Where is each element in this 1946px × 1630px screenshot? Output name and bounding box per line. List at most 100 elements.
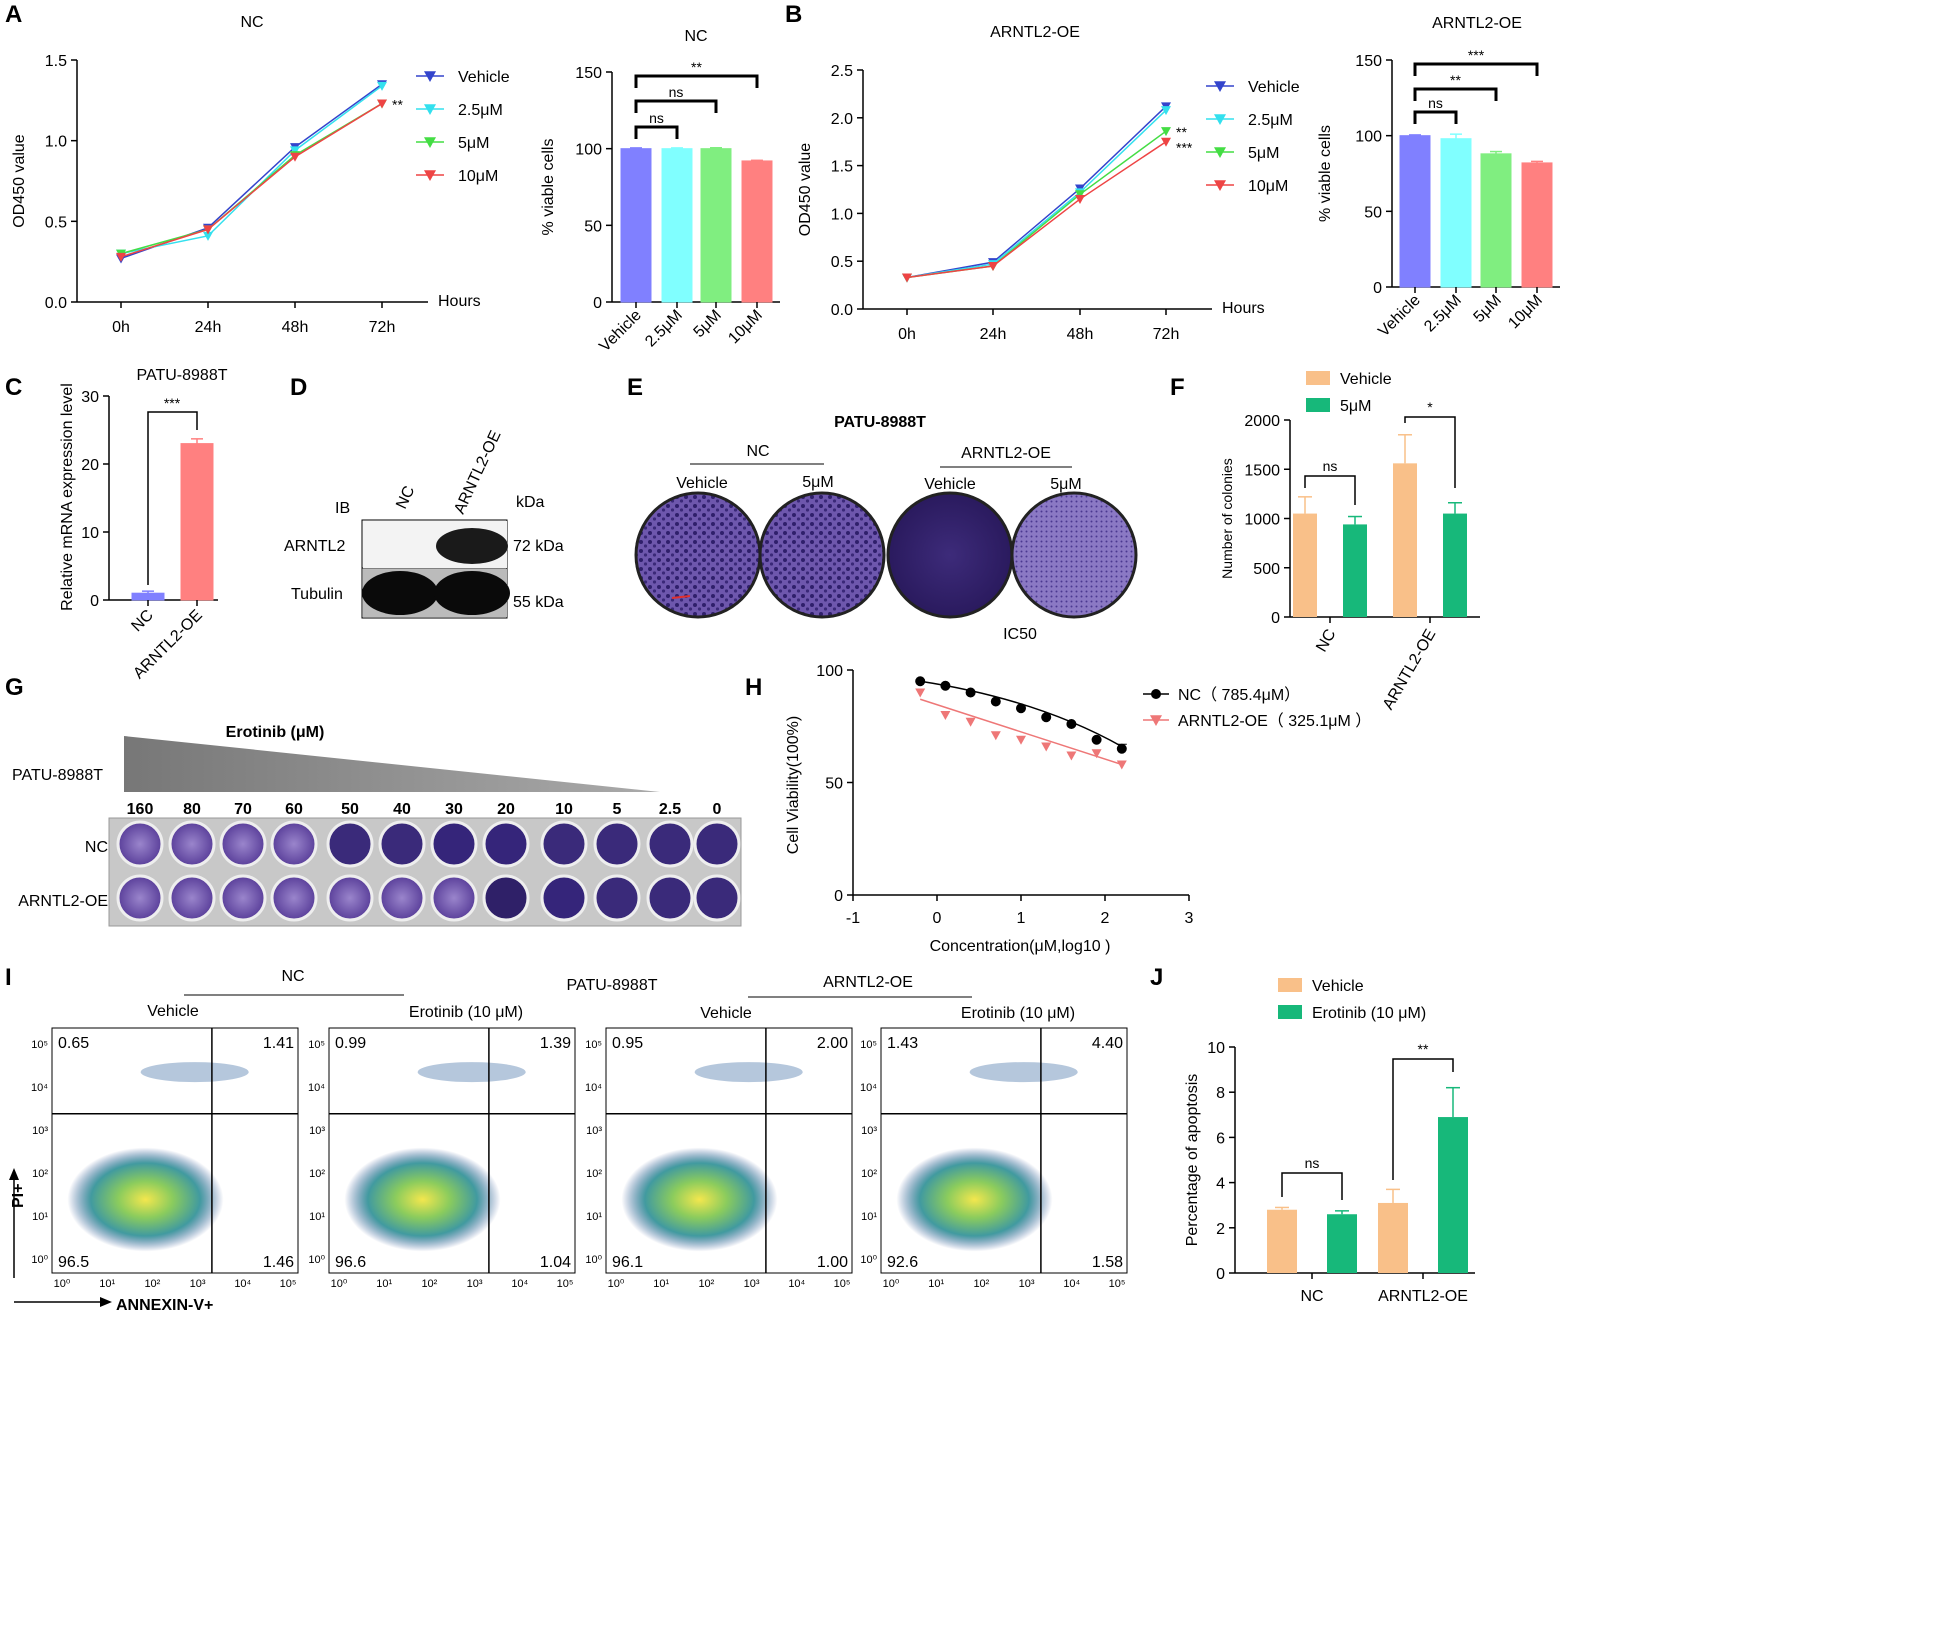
- bar-0: [1399, 135, 1431, 288]
- legend-swatch-0: [1278, 978, 1302, 992]
- y-tick-label: 4: [1216, 1176, 1225, 1193]
- significance-label-0: ns: [1323, 458, 1338, 474]
- panel-letter-g: G: [5, 674, 24, 701]
- dose-concentration-11: 0: [713, 801, 722, 818]
- line-title: NC: [240, 14, 263, 31]
- x-tick-label: Vehicle: [596, 307, 645, 356]
- legend-label-0: Vehicle: [1248, 79, 1300, 96]
- colony-cond-2: 5μM: [802, 474, 833, 491]
- flow-y-arrowhead: [9, 1168, 19, 1180]
- point-oe-6: [1066, 751, 1077, 761]
- flow-y-tick-2: 10²: [586, 1168, 602, 1180]
- flow-cond-2: Erotinib (10 μM): [409, 1004, 523, 1021]
- flow-y-tick-0: 10⁵: [31, 1039, 48, 1051]
- flow-x-tick-3: 10⁰: [883, 1278, 900, 1290]
- flow-quadrant-ll-3: 92.6: [887, 1254, 918, 1271]
- x-tick-label: 2.5μM: [642, 307, 686, 351]
- dose-concentration-5: 40: [393, 801, 411, 818]
- point-nc-7: [1091, 734, 1102, 745]
- panel-letter-h: H: [745, 674, 762, 701]
- dose-concentration-1: 80: [183, 801, 201, 818]
- series-point-3: [290, 152, 300, 162]
- y-tick-label: 6: [1216, 1130, 1225, 1147]
- flow-x-tick-1: 10¹: [376, 1278, 392, 1290]
- dose-well-oe-11: [693, 874, 741, 922]
- flow-x-tick-1: 10⁵: [557, 1278, 574, 1290]
- flow-density-upper-0: [140, 1062, 249, 1083]
- flow-y-tick-0: 10⁴: [31, 1082, 48, 1094]
- y-tick-label: 0.0: [45, 295, 67, 312]
- series-point-1: [290, 146, 300, 156]
- flow-x-tick-0: 10¹: [99, 1278, 115, 1290]
- series-line-0: [906, 105, 1167, 279]
- dose-well-nc-3: [270, 820, 318, 868]
- y-axis-label: Percentage of apoptosis: [1184, 1074, 1201, 1247]
- y-tick-label: 50: [584, 218, 602, 235]
- dose-concentration-3: 60: [285, 801, 303, 818]
- legend-label-3: 10μM: [1248, 178, 1288, 195]
- colony-title: PATU-8988T: [834, 414, 926, 431]
- bar-0-1: [1378, 1202, 1408, 1273]
- legend-swatch-1: [1278, 1005, 1302, 1019]
- x-tick-label: Vehicle: [1375, 292, 1424, 341]
- y-tick-label: 0: [1373, 280, 1382, 297]
- dose-concentration-2: 70: [234, 801, 252, 818]
- flow-quadrant-lr-0: 1.46: [263, 1254, 294, 1271]
- point-oe-8: [1116, 760, 1127, 770]
- y-tick-label: 100: [575, 142, 602, 159]
- bar-3: [1521, 162, 1553, 288]
- dose-well-nc-6: [430, 820, 478, 868]
- flow-quadrant-ul-2: 0.95: [612, 1035, 643, 1052]
- dose-well-oe-1: [168, 874, 216, 922]
- series-line-2: [120, 102, 383, 255]
- flow-x-tick-3: 10²: [973, 1278, 989, 1290]
- significance-bracket-0: [1281, 1172, 1343, 1200]
- dose-well-nc-2: [219, 820, 267, 868]
- x-axis-label: Concentration(μM,log10 ): [930, 938, 1111, 955]
- flow-cond-3: Vehicle: [700, 1005, 752, 1022]
- flow-x-tick-2: 10¹: [653, 1278, 669, 1290]
- series-line-3: [906, 141, 1167, 279]
- flow-cond-4: Erotinib (10 μM): [961, 1005, 1075, 1022]
- dose-well-nc-10: [646, 820, 694, 868]
- y-tick-label: 1500: [1244, 462, 1280, 479]
- colony-plate-nc-vehicle: [634, 491, 762, 619]
- flow-quadrant-ul-1: 0.99: [335, 1035, 366, 1052]
- legend-swatch-3: [1214, 180, 1226, 191]
- y-axis-label: Cell Viability(100%): [785, 716, 802, 854]
- series-line-3: [120, 102, 383, 258]
- blot-tubulin-band-nc: [362, 571, 438, 615]
- significance-label: **: [1176, 124, 1187, 140]
- flow-quadrant-lr-1: 1.04: [540, 1254, 571, 1271]
- colony-plate-oe-5um: [1010, 491, 1138, 619]
- colony-scale-mark: [671, 595, 691, 599]
- significance-bracket-0: [1304, 475, 1356, 505]
- dose-well-oe-10: [646, 874, 694, 922]
- y-tick-label: 500: [1253, 561, 1280, 578]
- y-tick-label: 50: [1364, 204, 1382, 221]
- dose-well-oe-4: [326, 874, 374, 922]
- dose-concentration-9: 5: [613, 801, 622, 818]
- colony-group-nc: NC: [746, 443, 769, 460]
- y-tick-label: 20: [81, 457, 99, 474]
- significance-label-0: ns: [649, 110, 664, 126]
- series-point-1: [203, 231, 213, 241]
- x-tick-label: 0h: [898, 326, 916, 343]
- panel-d-western-blot: IB kDa NC ARNTL2-OE ARNTL2 Tubulin 72 kD…: [284, 428, 564, 619]
- series-point-2: [1075, 190, 1085, 200]
- flow-x-arrowhead: [100, 1297, 112, 1307]
- series-point-3: [1075, 195, 1085, 205]
- colony-plate-nc-5um: [758, 491, 886, 619]
- dose-cell-label: PATU-8988T: [12, 767, 103, 784]
- dose-well-oe-5: [378, 874, 426, 922]
- x-tick-label: NC: [1300, 1288, 1323, 1305]
- flow-density-upper-2: [694, 1062, 803, 1083]
- flow-x-tick-0: 10⁵: [280, 1278, 297, 1290]
- colony-group-oe: ARNTL2-OE: [961, 445, 1051, 462]
- y-tick-label: 150: [1355, 53, 1382, 70]
- significance-label-2: **: [691, 59, 702, 75]
- y-tick-label: 0: [593, 295, 602, 312]
- flow-quadrant-ul-0: 0.65: [58, 1035, 89, 1052]
- series-point-3: [116, 252, 126, 262]
